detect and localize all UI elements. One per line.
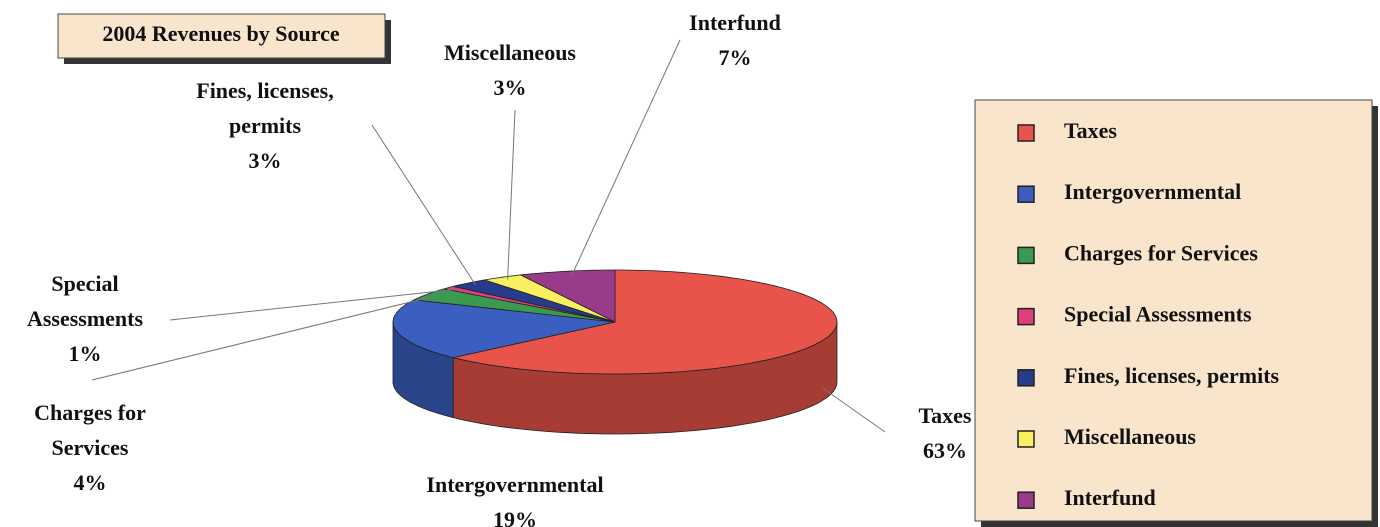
slice-label: Interfund: [689, 10, 781, 35]
value-label: 19%: [493, 507, 537, 527]
value-label: 3%: [494, 75, 527, 100]
value-label: 3%: [249, 148, 282, 173]
slice: [392, 299, 616, 359]
leader-line: [570, 39, 681, 277]
leader-line: [91, 295, 438, 381]
value-label: 4%: [74, 470, 107, 495]
slice-label: Fines, licenses, permits: [196, 78, 334, 138]
legend-swatch: [1017, 185, 1035, 203]
chart-title: 2004 Revenues by Source: [102, 21, 340, 46]
legend-swatch: [1017, 124, 1035, 142]
legend-swatch: [1017, 246, 1035, 265]
legend-swatch: [1017, 491, 1035, 509]
legend-box: [974, 99, 1373, 522]
legend-label: Fines, licenses, permits: [1064, 363, 1280, 388]
leader-line: [371, 124, 476, 286]
title-box: [57, 13, 386, 59]
value-label: 1%: [69, 341, 102, 366]
slice-label: Charges for Services: [34, 400, 146, 460]
legend-label: Charges for Services: [1064, 240, 1258, 265]
value-label: 7%: [719, 45, 752, 70]
legend-swatch: [1017, 307, 1035, 326]
legend-label: Interfund: [1064, 485, 1156, 510]
slice-label: Intergovernmental: [426, 472, 603, 497]
slice: [484, 274, 616, 323]
legend-swatch: [1017, 369, 1035, 387]
slice-label: Taxes: [919, 403, 972, 428]
leader-line: [822, 387, 886, 433]
legend-swatch: [1017, 430, 1035, 448]
legend-label: Intergovernmental: [1064, 179, 1241, 204]
slice: [453, 279, 616, 323]
slice-label: Special Assessments: [27, 271, 144, 331]
slice: [519, 269, 616, 323]
value-label: 63%: [923, 438, 967, 463]
slice: [412, 288, 616, 323]
leader-line: [507, 109, 516, 280]
legend-label: Miscellaneous: [1064, 424, 1196, 449]
legend-label: Special Assessments: [1064, 302, 1252, 327]
slice-label: Miscellaneous: [444, 40, 576, 65]
leader-line: [169, 288, 457, 321]
slice: [453, 269, 838, 375]
legend-label: Taxes: [1064, 118, 1117, 143]
